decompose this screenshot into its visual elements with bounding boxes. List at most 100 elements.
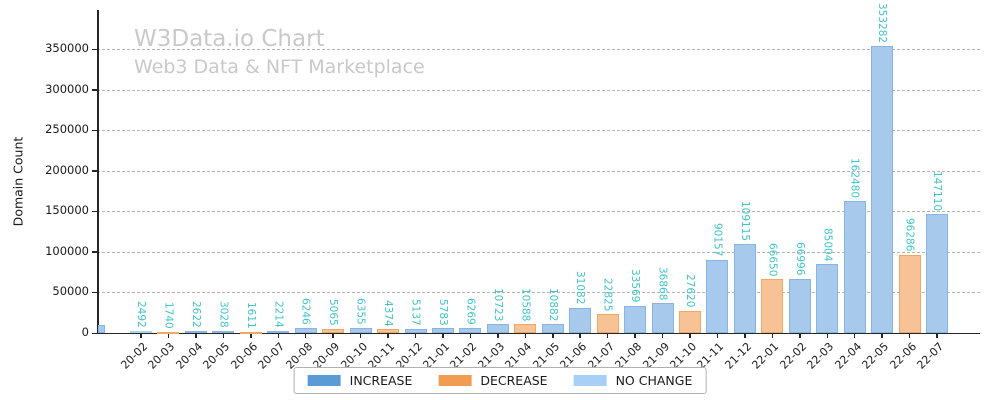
y-tick-label: 150000 <box>45 203 89 218</box>
bar-value-label: 4374 <box>382 299 395 327</box>
x-tick-mark <box>826 334 828 338</box>
bar-20-02 <box>130 330 152 333</box>
legend-swatch-increase <box>307 375 341 386</box>
bar-21-07 <box>596 314 619 333</box>
x-tick-mark <box>853 334 856 338</box>
bar-20-12 <box>404 328 427 333</box>
x-tick-mark <box>222 334 225 338</box>
bar-value-label: 2214 <box>272 301 285 329</box>
x-tick-mark <box>469 334 472 338</box>
chart-title: W3Data.io Chart <box>134 26 325 52</box>
y-tick-label: 50000 <box>52 284 89 299</box>
bar-22-02 <box>788 278 811 333</box>
x-tick-mark <box>497 334 499 338</box>
clipped-bar <box>98 325 105 333</box>
bar-value-label: 85004 <box>821 227 834 262</box>
bar-21-02 <box>459 327 482 333</box>
bar-22-03 <box>816 264 839 333</box>
x-tick-mark <box>634 334 636 338</box>
x-tick-mark <box>442 334 444 338</box>
bar-22-01 <box>761 278 784 333</box>
x-tick-mark <box>881 334 883 338</box>
bar-value-label: 3028 <box>217 300 230 328</box>
y-tick-label: 0 <box>81 325 89 339</box>
y-tick-mark <box>92 48 97 50</box>
bar-20-08 <box>294 327 317 333</box>
legend-label: NO CHANGE <box>615 373 693 388</box>
bar-value-label: 5783 <box>436 298 449 326</box>
bar-value-label: 1740 <box>162 301 175 329</box>
legend-swatch-no_change <box>573 375 607 386</box>
bar-value-label: 2492 <box>135 301 147 328</box>
x-tick-mark <box>195 334 197 338</box>
chart-subtitle: Web3 Data & NFT Marketplace <box>134 56 425 78</box>
x-tick-mark <box>744 334 746 338</box>
x-tick-mark <box>332 334 334 338</box>
bar-value-label: 5065 <box>327 299 340 326</box>
bar-20-05 <box>212 330 235 333</box>
bar-20-10 <box>349 327 372 333</box>
bar-20-07 <box>267 331 290 334</box>
y-tick-mark <box>92 291 97 294</box>
y-tick-mark <box>92 251 97 253</box>
x-tick-mark <box>689 334 691 338</box>
y-tick-label: 200000 <box>45 162 89 177</box>
y-axis-line <box>97 10 99 333</box>
bar-value-label: 27620 <box>684 274 696 308</box>
y-tick-label: 250000 <box>45 122 89 137</box>
x-tick-mark <box>304 334 307 338</box>
y-gridline <box>97 251 980 253</box>
bar-value-label: 66996 <box>793 242 806 276</box>
bar-value-label: 10588 <box>519 288 532 322</box>
bar-21-10 <box>679 310 701 333</box>
bar-22-05 <box>871 46 894 333</box>
bar-value-label: 10882 <box>546 287 559 322</box>
bar-21-09 <box>651 303 674 333</box>
legend-label: DECREASE <box>480 373 548 388</box>
y-gridline <box>97 89 980 91</box>
legend: INCREASE DECREASE NO CHANGE <box>293 367 707 394</box>
bar-20-11 <box>377 329 400 333</box>
y-gridline <box>97 292 980 294</box>
bar-value-label: 6355 <box>354 298 367 325</box>
y-tick-label: 350000 <box>45 41 89 55</box>
bar-value-label: 5137 <box>409 299 422 326</box>
bar-20-03 <box>157 331 180 334</box>
bar-value-label: 6269 <box>464 298 477 325</box>
bar-21-11 <box>706 259 729 333</box>
bar-21-08 <box>624 305 647 333</box>
bar-value-label: 147110 <box>931 170 944 211</box>
bar-21-01 <box>431 328 454 333</box>
bar-value-label: 162480 <box>848 158 861 199</box>
bar-21-03 <box>486 324 509 333</box>
x-tick-mark <box>387 334 389 338</box>
bar-value-label: 33569 <box>629 269 642 303</box>
bar-22-07 <box>926 213 949 333</box>
bar-value-label: 96286 <box>903 218 916 252</box>
bar-22-06 <box>898 254 921 333</box>
y-tick-label: 300000 <box>45 81 89 96</box>
bar-value-label: 22825 <box>601 278 614 312</box>
x-tick-mark <box>908 334 911 338</box>
x-tick-mark <box>606 334 609 338</box>
x-tick-mark <box>799 334 801 338</box>
x-tick-mark <box>140 334 142 338</box>
bar-value-label: 31082 <box>574 271 587 305</box>
bar-21-05 <box>541 324 564 333</box>
bar-21-04 <box>514 324 537 333</box>
x-axis-line <box>97 332 980 335</box>
bar-value-label: 10723 <box>491 287 504 322</box>
bar-22-04 <box>843 201 866 333</box>
bar-21-12 <box>733 244 756 333</box>
y-tick-mark <box>92 89 97 91</box>
bar-value-label: 353282 <box>876 3 889 44</box>
x-tick-mark <box>771 334 774 338</box>
y-gridline <box>97 211 980 213</box>
y-tick-mark <box>92 332 97 334</box>
bar-value-label: 1611 <box>244 301 257 329</box>
bar-value-label: 66650 <box>766 242 779 276</box>
x-tick-mark <box>661 334 664 338</box>
bar-21-06 <box>569 307 592 333</box>
y-tick-mark <box>92 170 97 172</box>
